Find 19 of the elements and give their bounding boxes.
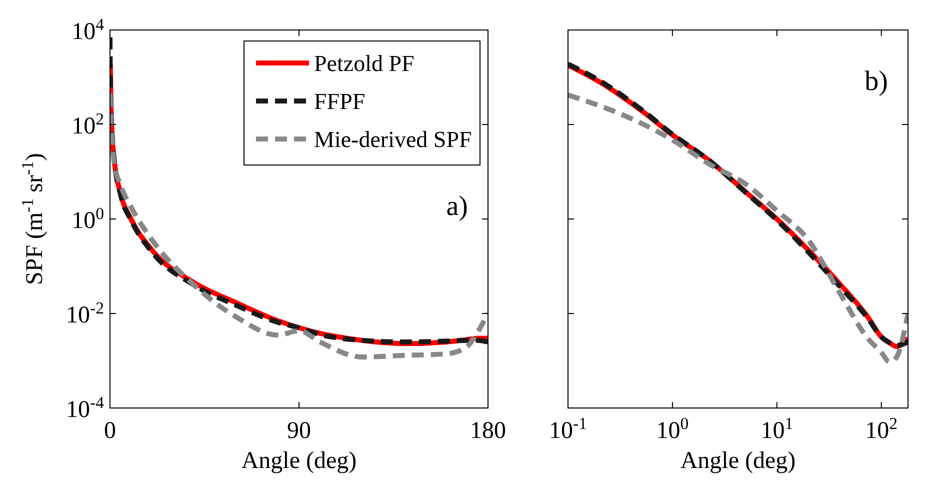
y-tick-label: 10$^{2}$: [72, 109, 104, 140]
x-axis-title: Angle (deg): [680, 448, 796, 474]
y-tick-label: 10$^{4}$: [72, 14, 105, 45]
y-tick-label: 10$^{-2}$: [66, 298, 104, 328]
x-tick-label: 10$^{-1}$: [549, 414, 587, 444]
annotation: b): [864, 66, 888, 97]
x-axis-title: Angle (deg): [241, 448, 357, 474]
legend-label: Petzold PF: [314, 51, 414, 76]
y-tick-label: 10$^{-4}$: [66, 392, 105, 423]
x-tick-label: 0: [104, 418, 116, 444]
x-tick-label: 10$^{2}$: [865, 414, 898, 444]
x-tick-label: 10$^{0}$: [656, 414, 689, 444]
annotation: a): [446, 191, 468, 222]
x-tick-label: 10$^{1}$: [760, 414, 794, 444]
legend-label: FFPF: [314, 89, 366, 114]
legend-label: Mie-derived SPF: [314, 127, 472, 152]
y-tick-label: 10$^{0}$: [72, 204, 104, 234]
x-tick-label: 180: [470, 418, 506, 444]
x-tick-label: 90: [287, 418, 311, 444]
